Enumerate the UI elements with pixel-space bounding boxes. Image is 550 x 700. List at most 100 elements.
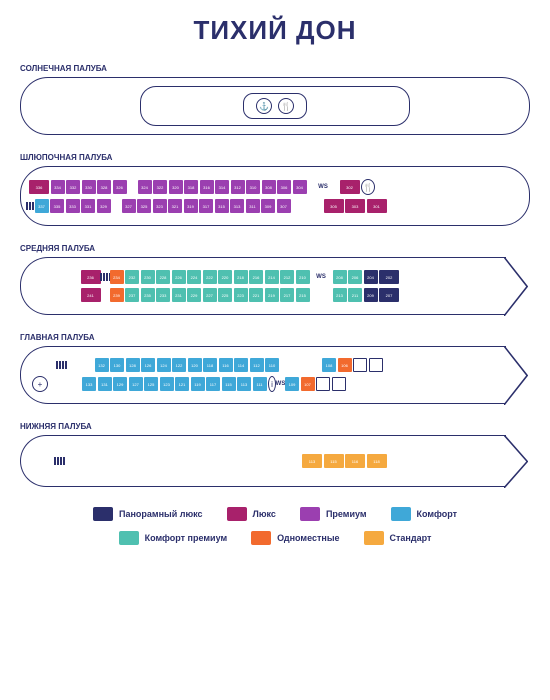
cabin[interactable]: 224 [187, 270, 201, 284]
cabin[interactable]: 328 [97, 180, 111, 194]
cabin[interactable]: 312 [231, 180, 245, 194]
cabin[interactable]: 304 [293, 180, 307, 194]
cabin[interactable]: 112 [250, 358, 264, 372]
cabin[interactable]: 116 [345, 454, 365, 468]
cabin[interactable]: 211 [348, 288, 362, 302]
cabin[interactable]: 227 [203, 288, 217, 302]
cabin[interactable]: 114 [234, 358, 248, 372]
cabin[interactable]: 216 [249, 270, 263, 284]
cabin[interactable]: 318 [184, 180, 198, 194]
cabin[interactable]: 127 [129, 377, 143, 391]
cabin[interactable]: 310 [246, 180, 260, 194]
cabin[interactable]: 322 [153, 180, 167, 194]
cabin[interactable]: 325 [137, 199, 151, 213]
cabin[interactable]: 126 [141, 358, 155, 372]
cabin[interactable]: 223 [234, 288, 248, 302]
cabin[interactable]: 125 [144, 377, 158, 391]
cabin[interactable]: 321 [168, 199, 182, 213]
cabin[interactable]: 119 [191, 377, 205, 391]
cabin[interactable]: 206 [348, 270, 362, 284]
cabin[interactable]: 131 [98, 377, 112, 391]
cabin[interactable]: 217 [280, 288, 294, 302]
cabin[interactable]: 120 [188, 358, 202, 372]
cabin[interactable]: 237 [125, 288, 139, 302]
cabin[interactable]: 233 [156, 288, 170, 302]
cabin[interactable]: 207 [379, 288, 399, 302]
cabin[interactable]: 228 [156, 270, 170, 284]
cabin[interactable]: 218 [234, 270, 248, 284]
cabin[interactable]: 235 [141, 288, 155, 302]
cabin[interactable]: 212 [280, 270, 294, 284]
cabin[interactable]: 229 [187, 288, 201, 302]
cabin[interactable]: 116 [219, 358, 233, 372]
cabin[interactable]: 303 [345, 199, 365, 213]
cabin[interactable]: 107 [301, 377, 315, 391]
cabin[interactable]: 315 [215, 199, 229, 213]
cabin[interactable]: 231 [172, 288, 186, 302]
cabin[interactable]: 113 [237, 377, 251, 391]
cabin[interactable]: 313 [230, 199, 244, 213]
cabin[interactable]: 309 [261, 199, 275, 213]
cabin[interactable]: 323 [153, 199, 167, 213]
cabin[interactable]: 222 [203, 270, 217, 284]
cabin[interactable]: 241 [81, 288, 101, 302]
cabin[interactable]: 124 [157, 358, 171, 372]
cabin[interactable] [353, 358, 367, 372]
cabin[interactable]: 133 [82, 377, 96, 391]
cabin[interactable]: 122 [172, 358, 186, 372]
cabin[interactable]: 319 [184, 199, 198, 213]
cabin[interactable]: 123 [160, 377, 174, 391]
cabin[interactable]: 117 [206, 377, 220, 391]
cabin[interactable]: 308 [262, 180, 276, 194]
cabin[interactable]: 329 [97, 199, 111, 213]
cabin[interactable]: 115 [324, 454, 344, 468]
cabin[interactable]: 305 [324, 199, 344, 213]
cabin[interactable]: 118 [367, 454, 387, 468]
cabin[interactable]: 220 [218, 270, 232, 284]
cabin[interactable]: 210 [296, 270, 310, 284]
cabin[interactable]: 335 [50, 199, 64, 213]
cabin[interactable]: 214 [265, 270, 279, 284]
cabin[interactable]: 316 [200, 180, 214, 194]
cabin[interactable]: 108 [322, 358, 336, 372]
cabin[interactable] [369, 358, 383, 372]
cabin[interactable]: 215 [296, 288, 310, 302]
cabin[interactable]: 232 [125, 270, 139, 284]
cabin[interactable]: 302 [340, 180, 360, 194]
cabin[interactable]: 327 [122, 199, 136, 213]
cabin[interactable]: 204 [364, 270, 378, 284]
cabin[interactable]: 129 [113, 377, 127, 391]
cabin[interactable]: 208 [333, 270, 347, 284]
cabin[interactable]: 109 [285, 377, 299, 391]
cabin[interactable]: 230 [141, 270, 155, 284]
cabin[interactable]: 320 [169, 180, 183, 194]
cabin[interactable]: 113 [302, 454, 322, 468]
cabin[interactable]: 336 [29, 180, 49, 194]
cabin[interactable]: 324 [138, 180, 152, 194]
cabin[interactable]: 307 [277, 199, 291, 213]
cabin[interactable]: 121 [175, 377, 189, 391]
cabin[interactable]: 118 [203, 358, 217, 372]
cabin[interactable]: 202 [379, 270, 399, 284]
cabin[interactable]: 132 [95, 358, 109, 372]
cabin[interactable]: 317 [199, 199, 213, 213]
cabin[interactable]: 221 [249, 288, 263, 302]
cabin[interactable]: 111 [253, 377, 267, 391]
cabin[interactable]: 301 [367, 199, 387, 213]
cabin[interactable]: 106 [338, 358, 352, 372]
cabin[interactable]: 130 [110, 358, 124, 372]
cabin[interactable]: 219 [265, 288, 279, 302]
cabin[interactable]: 331 [81, 199, 95, 213]
cabin[interactable]: 311 [246, 199, 260, 213]
cabin[interactable]: 332 [66, 180, 80, 194]
cabin[interactable]: 234 [110, 270, 124, 284]
cabin[interactable]: 110 [265, 358, 279, 372]
cabin[interactable]: 236 [81, 270, 101, 284]
cabin[interactable]: 226 [172, 270, 186, 284]
cabin[interactable]: 326 [113, 180, 127, 194]
cabin[interactable]: 330 [82, 180, 96, 194]
cabin[interactable]: 333 [66, 199, 80, 213]
cabin[interactable]: 337 [35, 199, 49, 213]
cabin[interactable]: 314 [215, 180, 229, 194]
cabin[interactable] [332, 377, 346, 391]
